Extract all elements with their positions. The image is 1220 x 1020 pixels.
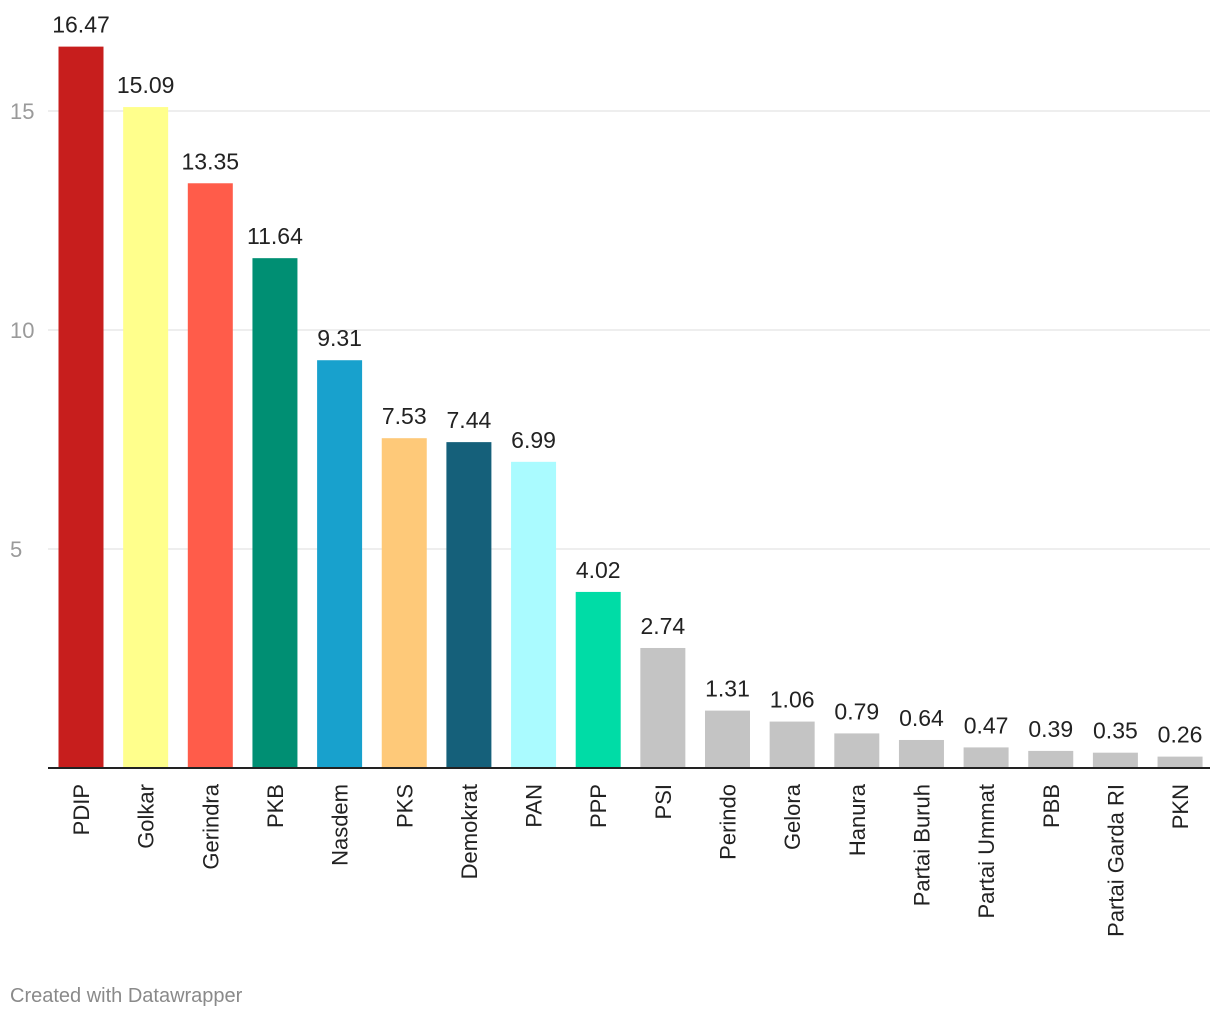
bar-pkn [1157, 756, 1203, 768]
bar-gerindra [187, 183, 233, 768]
bar-ppp [575, 591, 621, 768]
bar-partai-ummat [963, 747, 1009, 768]
labels-layer: 16.47 PDIP 15.09 Golkar 13.35 Gerindra 11.64 PK… [52, 12, 1202, 937]
value-label: 0.64 [899, 705, 944, 731]
value-label: 0.26 [1158, 722, 1203, 748]
bar-partai-buruh [898, 739, 944, 768]
category-label: Golkar [134, 784, 159, 849]
bar-pkb [252, 258, 298, 768]
bar-golkar [123, 107, 169, 769]
bar-pks [381, 438, 427, 768]
category-label: PKN [1168, 784, 1193, 829]
bar-gelora [769, 721, 815, 768]
bar-hanura [834, 733, 880, 768]
category-label: PDIP [69, 784, 94, 835]
bar-psi [640, 647, 686, 768]
category-label: PPP [586, 784, 611, 828]
bar-nasdem [317, 360, 363, 768]
category-label: Gelora [780, 783, 805, 850]
bar-partai-garda-ri [1092, 752, 1138, 768]
value-label: 6.99 [511, 427, 556, 453]
bars-layer [58, 46, 1203, 769]
value-label: 2.74 [640, 613, 685, 639]
value-label: 0.79 [834, 698, 879, 724]
value-label: 0.39 [1028, 716, 1073, 742]
category-label: PSI [651, 784, 676, 819]
value-label: 11.64 [247, 223, 303, 249]
y-tick-label: 10 [10, 318, 34, 343]
category-label: PAN [522, 784, 547, 828]
category-label: Perindo [716, 784, 741, 860]
bar-demokrat [446, 442, 492, 768]
bar-pdip [58, 46, 104, 768]
y-tick-label: 15 [10, 99, 34, 124]
grid-layer: 5 10 15 [10, 99, 1210, 562]
bar-pan [511, 461, 557, 768]
bar-perindo [705, 710, 750, 768]
value-label: 1.06 [770, 687, 815, 713]
category-label: Demokrat [457, 784, 482, 879]
value-label: 7.44 [447, 407, 492, 433]
category-label: Nasdem [328, 784, 353, 866]
category-label: Hanura [845, 783, 870, 856]
value-label: 0.47 [964, 712, 1009, 738]
value-label: 7.53 [382, 403, 427, 429]
category-label: PKB [263, 784, 288, 828]
category-label: PBB [1039, 784, 1064, 828]
value-label: 16.47 [52, 12, 110, 38]
value-label: 0.35 [1093, 718, 1138, 744]
value-label: 1.31 [705, 676, 750, 702]
category-label: Partai Garda RI [1103, 784, 1128, 937]
value-label: 9.31 [317, 325, 362, 351]
datawrapper-credit: Created with Datawrapper [10, 985, 243, 1007]
category-label: PKS [392, 784, 417, 828]
bar-pbb [1028, 750, 1074, 768]
y-tick-label: 5 [10, 537, 22, 562]
category-label: Partai Buruh [909, 784, 934, 906]
value-label: 4.02 [576, 557, 621, 583]
category-label: Gerindra [198, 783, 223, 869]
value-label: 15.09 [117, 72, 175, 98]
category-label: Partai Ummat [974, 784, 999, 918]
value-label: 13.35 [182, 148, 240, 174]
